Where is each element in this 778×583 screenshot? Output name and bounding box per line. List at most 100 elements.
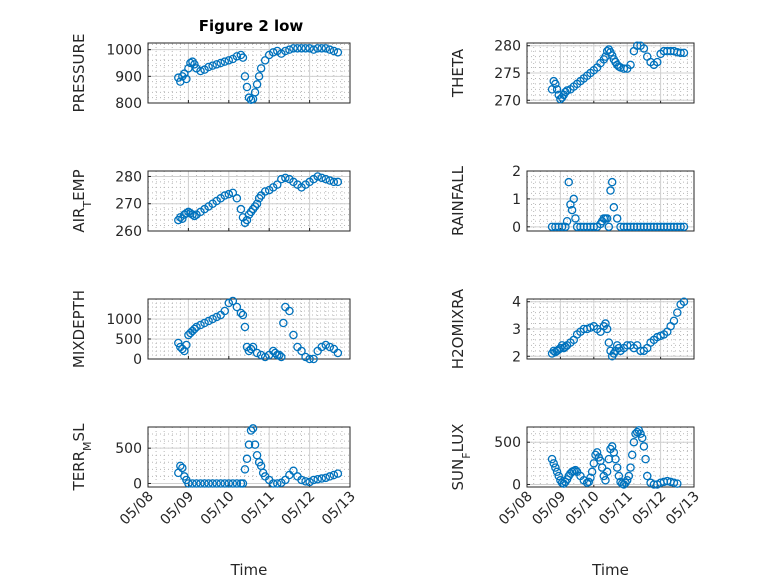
data-point (184, 64, 193, 73)
data-point (248, 424, 258, 433)
y-axis-label: AIRTEMP (70, 169, 94, 232)
data-point (204, 479, 213, 488)
data-point (564, 177, 574, 187)
data-point (220, 306, 230, 316)
y-axis-label: PRESSURE (70, 34, 88, 113)
axes-background (526, 170, 695, 232)
data-point (636, 429, 645, 439)
data-point (592, 448, 602, 457)
data-point (293, 44, 302, 53)
data-point (268, 479, 278, 488)
data-point (305, 44, 314, 53)
data-point (619, 64, 629, 73)
y-tick-label: 2 (512, 349, 521, 365)
data-point (297, 44, 306, 53)
data-point (252, 80, 262, 89)
data-point (279, 318, 288, 328)
data-point (232, 302, 242, 312)
data-point (281, 475, 290, 485)
data-point (554, 471, 563, 481)
data-point (178, 463, 187, 473)
data-point (679, 297, 689, 306)
panel-theta: 270 275 280 THETA (449, 39, 695, 109)
y-tick-label: 4 (512, 295, 521, 311)
axes-background (147, 426, 351, 488)
data-point (192, 322, 201, 332)
data-point (260, 56, 270, 65)
data-point (607, 177, 617, 187)
data-point (329, 177, 339, 187)
data-point (224, 189, 234, 199)
data-point (224, 298, 234, 308)
data-point (212, 479, 221, 488)
data-point (212, 60, 221, 69)
data-point (317, 474, 326, 483)
data-point (190, 211, 199, 221)
data-point (551, 463, 560, 472)
data-point (642, 471, 652, 481)
data-point (325, 176, 335, 185)
data-point (612, 214, 622, 223)
data-point (325, 45, 335, 54)
data-point (321, 44, 331, 53)
data-point (673, 479, 682, 488)
y-axis-label: TERRMSL (70, 423, 94, 492)
data-point (271, 348, 280, 358)
data-point (232, 479, 242, 488)
y-tick-label: 1 (512, 192, 521, 208)
panel-pressure: 800 900 1000 PRESSURE (70, 34, 351, 113)
data-point (192, 479, 201, 488)
data-point (184, 479, 193, 488)
data-point (297, 475, 306, 485)
data-point (676, 48, 685, 58)
panel-h2omixra: 2 3 4 H2OMIXRA (449, 288, 695, 369)
data-point (285, 306, 294, 316)
data-point (289, 466, 298, 476)
axes-frame (526, 426, 695, 488)
data-point (204, 62, 213, 72)
data-point (641, 454, 650, 464)
data-point (254, 72, 264, 81)
data-point (604, 338, 614, 347)
data-point (174, 338, 183, 348)
data-point (240, 72, 250, 81)
data-point (333, 48, 343, 57)
data-point (238, 53, 248, 62)
data-point (561, 342, 570, 351)
data-point (180, 69, 189, 78)
axes-frame (526, 42, 695, 104)
data-point (676, 222, 685, 232)
data-point (232, 194, 242, 203)
data-point (552, 85, 562, 94)
data-point (604, 222, 614, 232)
data-point (268, 48, 278, 57)
data-point (242, 82, 252, 92)
data-point (301, 352, 310, 362)
data-point (602, 324, 612, 334)
data-point (242, 454, 252, 464)
data-point (174, 73, 183, 82)
data-point (305, 477, 314, 487)
data-point (329, 46, 339, 56)
data-point (236, 204, 246, 214)
data-point (313, 172, 322, 181)
data-point (220, 479, 230, 488)
data-point (196, 479, 205, 488)
data-point (601, 319, 610, 328)
data-point (252, 348, 262, 358)
data-point (250, 440, 260, 449)
data-point (196, 66, 205, 76)
data-point (250, 88, 260, 97)
data-point (653, 57, 662, 67)
data-point (260, 187, 270, 196)
data-point (333, 348, 343, 358)
data-point (679, 222, 689, 232)
data-point (289, 330, 298, 340)
data-point (216, 479, 225, 488)
data-point (587, 467, 597, 477)
data-point (256, 64, 266, 73)
y-tick-label: 500 (115, 441, 142, 457)
data-point (584, 477, 594, 487)
data-point (200, 479, 209, 488)
y-tick-label: 0 (512, 477, 521, 493)
